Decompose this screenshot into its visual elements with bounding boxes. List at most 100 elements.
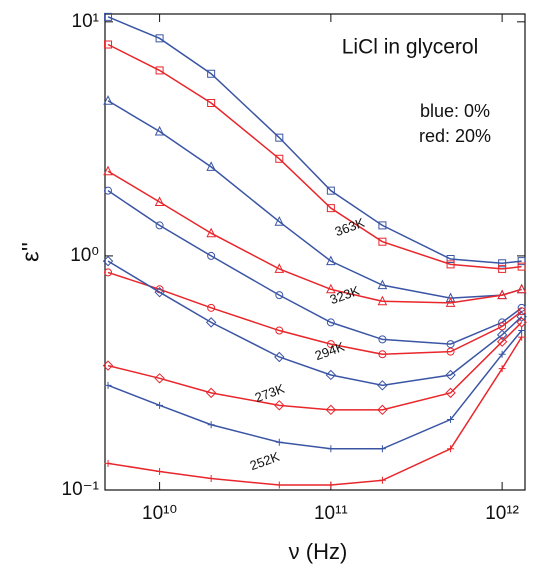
temperature-label: 363K <box>333 215 367 240</box>
marker <box>517 257 526 266</box>
marker <box>274 216 285 226</box>
marker <box>104 459 112 467</box>
marker <box>445 387 456 399</box>
marker <box>498 264 507 273</box>
marker <box>206 161 216 171</box>
marker <box>377 380 388 391</box>
marker <box>446 340 455 349</box>
fit-line <box>107 271 523 356</box>
marker <box>518 333 526 341</box>
marker <box>325 369 337 381</box>
marker <box>156 401 164 409</box>
marker <box>445 369 456 381</box>
temperature-label: 273K <box>253 381 287 406</box>
marker <box>207 421 215 429</box>
marker <box>104 381 112 389</box>
marker <box>207 303 216 312</box>
marker <box>103 95 113 105</box>
note: red: 20% <box>419 126 491 146</box>
marker <box>275 481 283 489</box>
marker <box>274 351 285 363</box>
marker <box>326 318 335 327</box>
marker <box>274 263 285 273</box>
marker <box>325 404 337 416</box>
marker <box>517 307 526 316</box>
temperature-label: 294K <box>313 339 347 364</box>
marker <box>103 165 113 176</box>
marker <box>326 340 335 349</box>
marker <box>327 481 335 489</box>
marker <box>326 255 336 266</box>
fit-line <box>107 321 523 411</box>
marker <box>104 40 113 49</box>
marker <box>275 326 284 335</box>
marker <box>498 365 506 373</box>
x-tick-label: 10¹⁰ <box>142 503 177 524</box>
marker <box>155 221 164 230</box>
marker <box>377 279 388 290</box>
marker <box>205 387 217 399</box>
marker <box>207 251 216 260</box>
marker <box>275 438 283 446</box>
marker <box>206 227 216 238</box>
marker <box>516 311 527 322</box>
y-tick-label: 10⁻¹ <box>62 479 100 500</box>
marker <box>207 474 215 482</box>
marker <box>326 283 336 294</box>
marker <box>378 335 387 344</box>
marker <box>445 297 456 307</box>
x-axis-label: ν (Hz) <box>289 539 348 564</box>
fit-line <box>107 336 523 486</box>
marker <box>496 336 508 347</box>
x-tick-label: 10¹¹ <box>314 503 348 524</box>
marker <box>104 268 113 277</box>
marker <box>446 260 455 269</box>
marker <box>207 69 216 78</box>
marker <box>446 255 455 264</box>
temperature-label: 252K <box>248 449 282 474</box>
marker <box>516 317 527 328</box>
marker <box>498 350 506 358</box>
fit-line <box>107 260 523 387</box>
marker <box>378 476 386 484</box>
marker <box>378 221 387 230</box>
marker <box>516 283 527 294</box>
marker <box>446 347 455 356</box>
note: blue: 0% <box>420 101 490 121</box>
marker <box>155 34 164 43</box>
marker <box>154 125 165 136</box>
marker <box>498 259 507 268</box>
marker <box>377 295 388 306</box>
marker <box>104 12 113 21</box>
fit-line <box>107 16 522 265</box>
marker <box>496 329 508 341</box>
marker <box>497 289 507 300</box>
marker <box>275 133 284 142</box>
marker <box>326 204 335 213</box>
marker <box>207 99 216 108</box>
marker <box>378 445 386 453</box>
fit-line <box>107 170 522 304</box>
marker <box>205 317 217 328</box>
marker <box>156 467 164 475</box>
y-axis-label: ε'' <box>17 242 44 262</box>
marker <box>275 154 284 163</box>
marker <box>154 373 165 384</box>
marker <box>447 445 455 453</box>
marker <box>155 66 164 75</box>
marker <box>326 186 335 195</box>
fit-line <box>107 100 522 299</box>
marker <box>154 196 165 206</box>
marker <box>518 327 526 335</box>
marker <box>378 350 387 359</box>
chart-title: LiCl in glycerol <box>342 36 479 59</box>
marker <box>377 404 388 416</box>
plot-frame <box>104 13 526 491</box>
marker <box>104 186 113 195</box>
fit-line <box>107 190 523 345</box>
y-tick-label: 10¹ <box>72 11 99 32</box>
marker <box>102 360 114 371</box>
marker <box>274 400 285 411</box>
marker <box>378 237 387 246</box>
